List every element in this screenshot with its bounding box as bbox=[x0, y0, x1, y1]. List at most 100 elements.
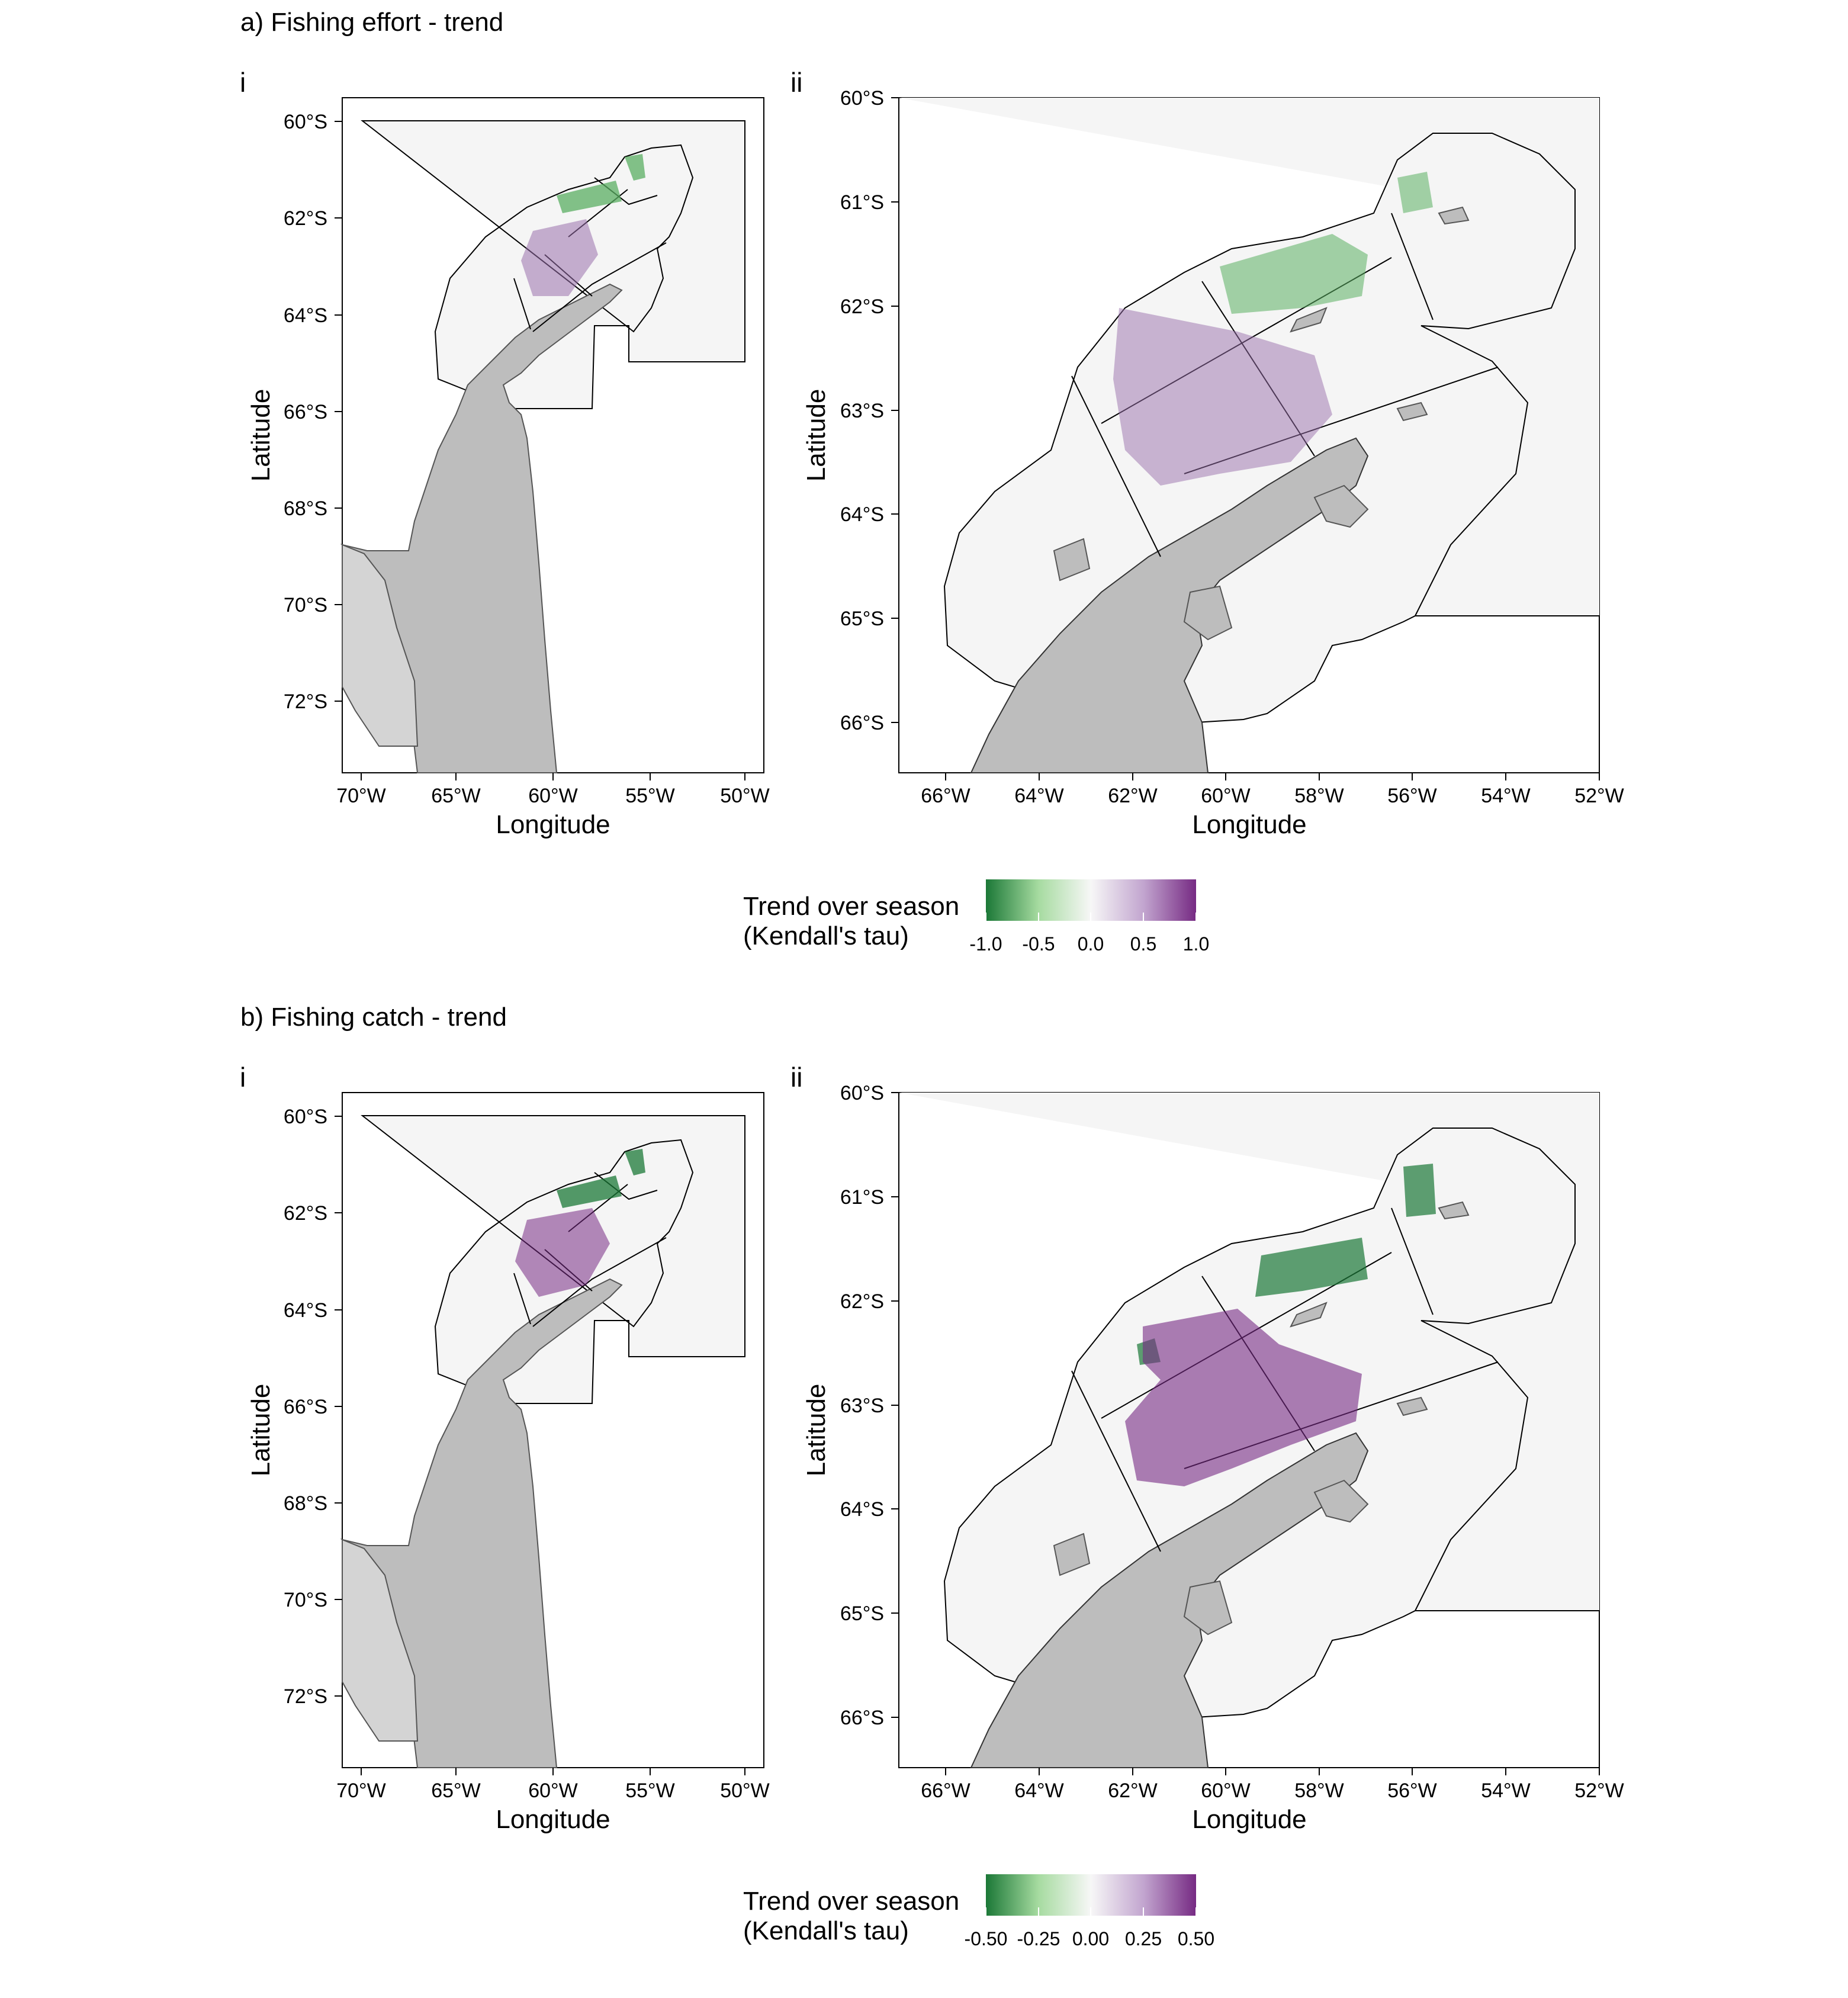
panel-a: a) Fishing effort - trend i 60°S 62°S 64… bbox=[240, 8, 1624, 955]
map-a-ii: ii 60°S 61°S 62°S 63°S 64°S 65°S 66°S 66… bbox=[790, 67, 1624, 839]
map-b-i-xtick: 70°W bbox=[336, 1779, 386, 1802]
legend-a-tick-marks bbox=[985, 913, 1197, 921]
map-b-ii-ytick-marks bbox=[891, 1092, 899, 1718]
map-a-ii-ylabel: Latitude bbox=[802, 389, 831, 482]
map-a-i-xtick-marks bbox=[361, 773, 745, 780]
map-a-i: i 60°S 62°S 64°S 66°S 68°S 70°S 72°S 70°… bbox=[240, 67, 770, 839]
map-b-i-ytick: 72°S bbox=[284, 1685, 327, 1708]
map-b-i-xtick: 55°W bbox=[625, 1779, 675, 1802]
map-b-ii: ii 60°S 61°S 62°S 63°S 64°S 65°S 66°S 66… bbox=[790, 1062, 1624, 1834]
map-a-i-ytick: 72°S bbox=[284, 690, 327, 713]
map-a-ii-label: ii bbox=[790, 67, 802, 98]
map-a-ii-trend-positive bbox=[1113, 308, 1332, 486]
panel-a-title: a) Fishing effort - trend bbox=[240, 8, 503, 37]
map-a-i-subarea-lines bbox=[513, 177, 667, 332]
map-b-i-ytick: 64°S bbox=[284, 1299, 327, 1322]
map-b-ii-xtick: 64°W bbox=[1014, 1779, 1064, 1802]
legend-b-ticks: -0.50 -0.25 0.00 0.25 0.50 bbox=[965, 1928, 1215, 1949]
map-a-i-xlabel: Longitude bbox=[496, 810, 610, 839]
map-b-i-ytick-marks bbox=[335, 1116, 342, 1697]
map-a-ii-xtick: 54°W bbox=[1481, 785, 1531, 807]
legend-b-title-line2: (Kendall's tau) bbox=[743, 1916, 909, 1945]
map-b-i-ytick: 70°S bbox=[284, 1589, 327, 1611]
map-a-ii-xtick: 52°W bbox=[1574, 785, 1624, 807]
map-a-ii-ytick: 65°S bbox=[840, 608, 884, 630]
legend-b-tick: -0.50 bbox=[965, 1928, 1008, 1949]
map-b-i-ytick: 66°S bbox=[284, 1396, 327, 1418]
legend-b-tick-marks bbox=[985, 1907, 1197, 1916]
map-b-ii-label: ii bbox=[790, 1062, 802, 1093]
legend-b: Trend over season (Kendall's tau) -0.50 … bbox=[743, 1874, 1214, 1949]
map-a-i-ytick: 66°S bbox=[284, 401, 327, 423]
map-b-i: i 60°S 62°S 64°S 66°S 68°S 70°S 72°S 70°… bbox=[240, 1062, 770, 1834]
map-a-i-trend-positive bbox=[521, 219, 598, 296]
map-b-i-subarea-lines bbox=[513, 1172, 667, 1327]
map-a-i-xtick: 55°W bbox=[625, 785, 675, 807]
map-b-ii-xticks: 66°W 64°W 62°W 60°W 58°W 56°W 54°W 52°W bbox=[921, 1779, 1624, 1802]
map-a-i-xtick: 50°W bbox=[720, 785, 770, 807]
map-a-ii-xtick: 64°W bbox=[1014, 785, 1064, 807]
legend-a-tick: 0.5 bbox=[1130, 933, 1156, 955]
map-a-ii-xtick: 58°W bbox=[1294, 785, 1344, 807]
legend-a-title-line2: (Kendall's tau) bbox=[743, 921, 909, 950]
map-a-i-ylabel: Latitude bbox=[246, 389, 275, 482]
map-b-i-ytick: 62°S bbox=[284, 1202, 327, 1225]
map-a-i-antarctic-peninsula bbox=[340, 283, 623, 773]
map-a-i-trend-negative bbox=[557, 154, 645, 213]
map-b-ii-trend-positive bbox=[1125, 1309, 1362, 1486]
map-a-ii-ytick: 62°S bbox=[840, 295, 884, 318]
map-b-i-xtick: 60°W bbox=[528, 1779, 578, 1802]
map-a-i-xticks: 70°W 65°W 60°W 55°W 50°W bbox=[336, 785, 770, 807]
map-a-ii-xtick: 60°W bbox=[1201, 785, 1251, 807]
map-a-ii-yticks: 60°S 61°S 62°S 63°S 64°S 65°S 66°S bbox=[840, 87, 884, 734]
map-b-i-ytick: 60°S bbox=[284, 1106, 327, 1128]
map-b-ii-xtick: 62°W bbox=[1108, 1779, 1158, 1802]
map-a-i-ytick: 62°S bbox=[284, 207, 327, 230]
legend-b-title-line1: Trend over season bbox=[743, 1887, 959, 1916]
map-b-i-xlabel: Longitude bbox=[496, 1805, 610, 1834]
map-b-ii-xtick: 56°W bbox=[1387, 1779, 1437, 1802]
map-b-i-yticks: 60°S 62°S 64°S 66°S 68°S 70°S 72°S bbox=[284, 1106, 327, 1708]
map-a-ii-eez-outline bbox=[943, 133, 1599, 723]
map-b-i-label: i bbox=[240, 1062, 246, 1093]
map-a-ii-ytick: 61°S bbox=[840, 191, 884, 214]
map-b-ii-ytick: 64°S bbox=[840, 1498, 884, 1521]
map-a-i-ytick: 64°S bbox=[284, 304, 327, 327]
map-a-ii-antarctic-peninsula bbox=[970, 437, 1369, 773]
panel-b-title: b) Fishing catch - trend bbox=[240, 1003, 507, 1032]
map-a-i-ytick: 68°S bbox=[284, 497, 327, 520]
map-b-ii-ylabel: Latitude bbox=[802, 1384, 831, 1477]
map-b-i-trend-negative bbox=[557, 1149, 645, 1208]
map-a-i-xtick: 60°W bbox=[528, 785, 578, 807]
map-a-i-ytick-marks bbox=[335, 121, 342, 702]
map-a-ii-islands bbox=[1053, 206, 1470, 641]
map-b-ii-ytick: 61°S bbox=[840, 1186, 884, 1209]
map-b-ii-ytick: 65°S bbox=[840, 1602, 884, 1625]
map-a-ii-xtick: 56°W bbox=[1387, 785, 1437, 807]
map-b-i-ylabel: Latitude bbox=[246, 1384, 275, 1477]
legend-a: Trend over season (Kendall's tau) -1.0 -… bbox=[743, 879, 1209, 955]
map-b-ii-antarctic-peninsula bbox=[970, 1432, 1369, 1768]
map-a-ii-trend-negative bbox=[1220, 172, 1433, 314]
map-b-ii-xtick-marks bbox=[945, 1768, 1600, 1775]
map-b-ii-xtick: 54°W bbox=[1481, 1779, 1531, 1802]
map-a-ii-xtick-marks bbox=[945, 773, 1600, 780]
legend-a-tick: 0.0 bbox=[1078, 933, 1104, 955]
map-a-i-ytick: 70°S bbox=[284, 594, 327, 616]
map-b-ii-ytick: 63°S bbox=[840, 1395, 884, 1417]
map-b-i-xtick: 50°W bbox=[720, 1779, 770, 1802]
map-b-i-xtick: 65°W bbox=[431, 1779, 481, 1802]
legend-a-tick: 1.0 bbox=[1183, 933, 1209, 955]
map-a-ii-xticks: 66°W 64°W 62°W 60°W 58°W 56°W 54°W 52°W bbox=[921, 785, 1624, 807]
legend-a-tick: -1.0 bbox=[969, 933, 1002, 955]
legend-a-tick: -0.5 bbox=[1022, 933, 1055, 955]
map-b-i-ice-shelf bbox=[342, 1538, 419, 1742]
legend-b-tick: 0.50 bbox=[1178, 1928, 1214, 1949]
map-b-ii-ytick: 60°S bbox=[840, 1082, 884, 1104]
map-a-i-ice-shelf bbox=[342, 544, 419, 747]
legend-b-tick: 0.25 bbox=[1125, 1928, 1162, 1949]
map-b-i-ytick: 68°S bbox=[284, 1492, 327, 1515]
map-b-ii-xtick: 60°W bbox=[1201, 1779, 1251, 1802]
map-a-ii-ytick: 64°S bbox=[840, 503, 884, 526]
